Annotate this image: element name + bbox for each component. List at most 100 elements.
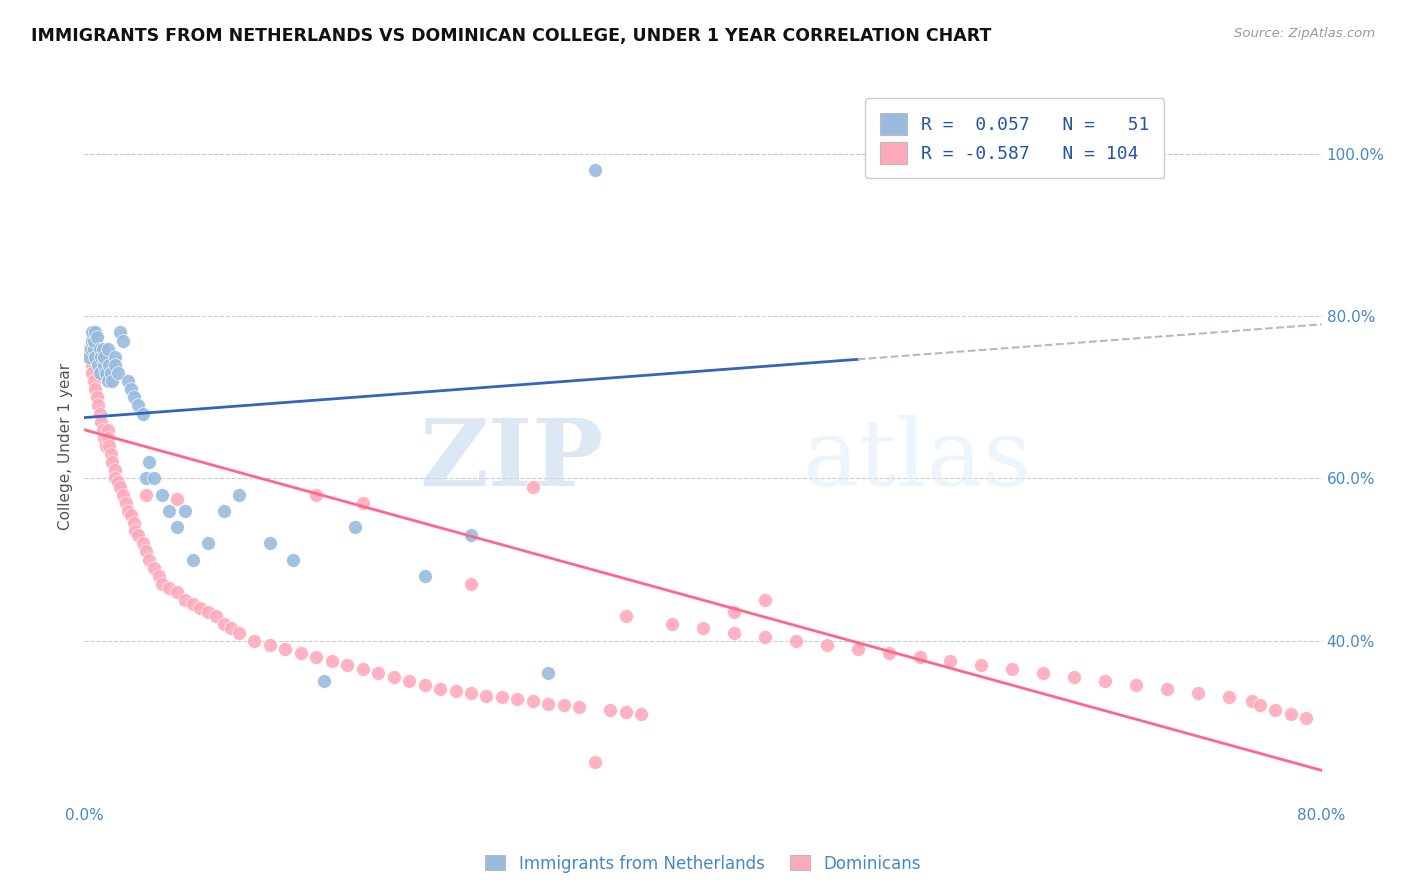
- Point: [117, 374, 139, 388]
- Point: [148, 568, 170, 582]
- Point: [970, 657, 993, 672]
- Point: [1063, 670, 1085, 684]
- Point: [506, 692, 529, 706]
- Point: [460, 577, 482, 591]
- Point: [908, 649, 931, 664]
- Point: [107, 475, 129, 490]
- Point: [460, 686, 482, 700]
- Point: [475, 689, 498, 703]
- Point: [132, 407, 155, 421]
- Point: [115, 496, 138, 510]
- Point: [1032, 666, 1054, 681]
- Point: [174, 593, 197, 607]
- Text: atlas: atlas: [801, 416, 1031, 505]
- Point: [89, 407, 111, 421]
- Point: [91, 342, 114, 356]
- Point: [413, 678, 436, 692]
- Point: [82, 358, 104, 372]
- Point: [127, 399, 149, 413]
- Point: [228, 488, 250, 502]
- Legend: Immigrants from Netherlands, Dominicans: Immigrants from Netherlands, Dominicans: [479, 848, 927, 880]
- Point: [537, 697, 560, 711]
- Point: [583, 163, 606, 178]
- Point: [104, 350, 127, 364]
- Point: [98, 358, 121, 372]
- Point: [212, 617, 235, 632]
- Point: [89, 366, 111, 380]
- Point: [138, 552, 160, 566]
- Point: [83, 342, 105, 356]
- Point: [1240, 694, 1263, 708]
- Point: [352, 662, 374, 676]
- Point: [143, 471, 166, 485]
- Point: [723, 605, 745, 619]
- Point: [243, 633, 266, 648]
- Point: [93, 431, 115, 445]
- Legend: R =  0.057   N =   51, R = -0.587   N = 104: R = 0.057 N = 51, R = -0.587 N = 104: [865, 98, 1164, 178]
- Point: [281, 552, 305, 566]
- Point: [108, 479, 131, 493]
- Point: [94, 439, 117, 453]
- Point: [754, 630, 776, 644]
- Point: [79, 342, 101, 356]
- Point: [614, 609, 637, 624]
- Point: [82, 326, 104, 340]
- Point: [87, 358, 110, 372]
- Point: [413, 568, 436, 582]
- Point: [120, 508, 142, 522]
- Point: [1125, 678, 1147, 692]
- Point: [143, 560, 166, 574]
- Point: [138, 455, 160, 469]
- Point: [108, 326, 131, 340]
- Point: [112, 488, 135, 502]
- Point: [77, 350, 100, 364]
- Point: [429, 682, 451, 697]
- Point: [166, 491, 188, 506]
- Point: [93, 350, 115, 364]
- Point: [305, 488, 328, 502]
- Point: [939, 654, 962, 668]
- Point: [197, 605, 219, 619]
- Point: [124, 524, 146, 538]
- Point: [90, 415, 112, 429]
- Point: [104, 471, 127, 485]
- Point: [174, 504, 197, 518]
- Point: [553, 698, 575, 713]
- Point: [82, 334, 104, 348]
- Point: [259, 536, 281, 550]
- Point: [1156, 682, 1178, 697]
- Point: [1264, 702, 1286, 716]
- Point: [1218, 690, 1240, 705]
- Point: [444, 684, 467, 698]
- Point: [107, 366, 129, 380]
- Point: [785, 633, 807, 648]
- Point: [367, 666, 389, 681]
- Point: [159, 504, 180, 518]
- Point: [219, 622, 242, 636]
- Point: [87, 399, 110, 413]
- Point: [1001, 662, 1024, 676]
- Point: [77, 342, 100, 356]
- Point: [305, 649, 328, 664]
- Point: [312, 674, 335, 689]
- Point: [86, 390, 108, 404]
- Point: [197, 536, 219, 550]
- Point: [159, 581, 180, 595]
- Point: [692, 622, 714, 636]
- Point: [228, 625, 250, 640]
- Point: [630, 706, 652, 721]
- Point: [1295, 711, 1317, 725]
- Point: [181, 597, 204, 611]
- Point: [1279, 706, 1302, 721]
- Y-axis label: College, Under 1 year: College, Under 1 year: [58, 362, 73, 530]
- Point: [86, 329, 108, 343]
- Point: [96, 342, 118, 356]
- Point: [522, 479, 544, 493]
- Point: [83, 374, 105, 388]
- Text: Source: ZipAtlas.com: Source: ZipAtlas.com: [1234, 27, 1375, 40]
- Point: [135, 488, 157, 502]
- Point: [101, 455, 124, 469]
- Point: [101, 374, 124, 388]
- Point: [1249, 698, 1271, 713]
- Point: [212, 504, 235, 518]
